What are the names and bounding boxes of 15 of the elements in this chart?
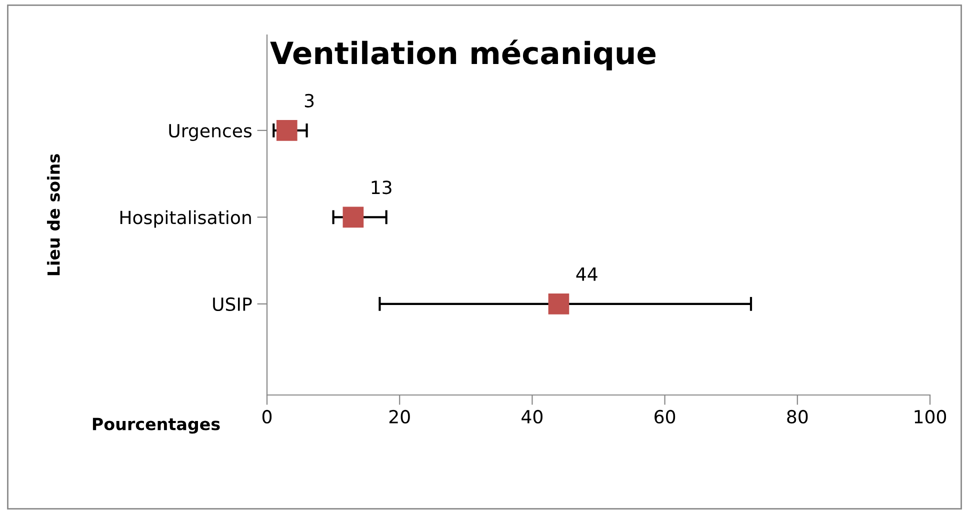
x-tick-label: 100 [914, 410, 946, 424]
x-tick-label: 0 [262, 410, 272, 424]
chart-title: Ventilation mécanique [270, 40, 656, 70]
x-tick-label: 40 [522, 410, 542, 424]
data-label: 3 [304, 94, 314, 108]
data-label: 44 [576, 268, 598, 281]
data-label: 13 [372, 180, 392, 194]
y-tick-label: USIP [213, 297, 252, 312]
x-axis-title: Pourcentages [92, 418, 220, 434]
y-tick-label: Urgences [169, 124, 252, 142]
x-tick-label: 20 [389, 410, 410, 424]
y-tick-label: Hospitalisation [120, 210, 251, 228]
y-axis-title: Lieu de soins [46, 154, 60, 276]
x-tick-label: 60 [654, 410, 676, 424]
x-tick-label: 80 [787, 410, 808, 424]
